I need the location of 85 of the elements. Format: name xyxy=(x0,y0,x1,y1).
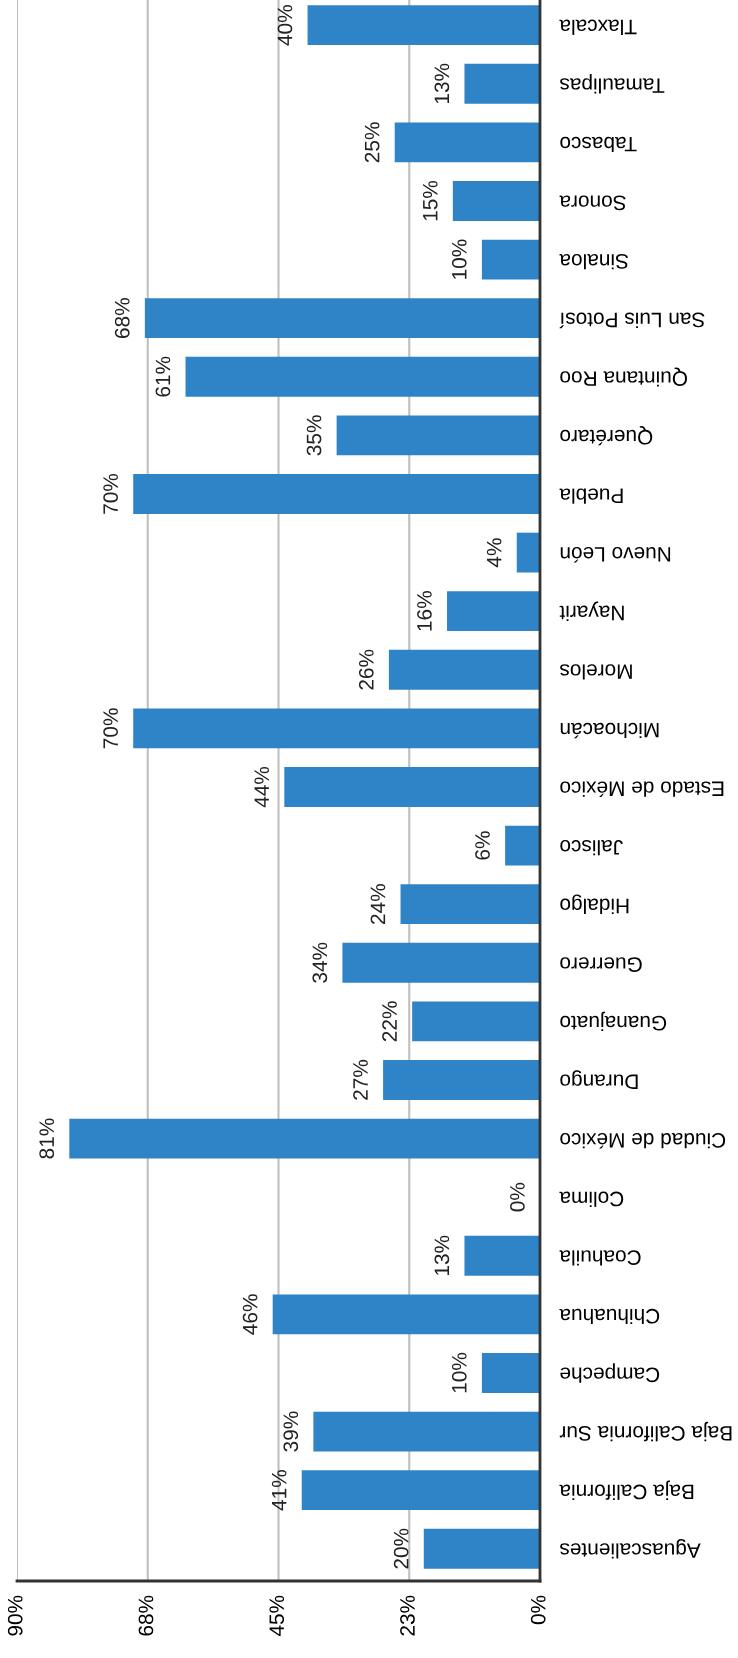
y-tick-label: Coahuila xyxy=(559,1250,641,1266)
data-label: 68% xyxy=(114,298,130,338)
y-tick-label: Aguascalientes xyxy=(560,1539,701,1559)
data-label: 27% xyxy=(353,1059,368,1100)
bar xyxy=(144,298,540,339)
data-label: 61% xyxy=(155,356,171,397)
bar xyxy=(481,239,540,280)
data-label: 13% xyxy=(434,63,450,104)
y-tick-label: Quintana Roo xyxy=(560,367,688,387)
y-tick-label: Jalisco xyxy=(560,839,623,856)
x-tick-label: 0% xyxy=(530,1595,546,1625)
y-tick-label: Chihuahua xyxy=(559,1308,660,1325)
x-tick-label: 90% xyxy=(7,1595,23,1636)
y-tick-label: Sonora xyxy=(559,195,626,211)
y-tick-label: Nayarit xyxy=(559,601,624,621)
data-label: 10% xyxy=(451,239,467,279)
bar xyxy=(481,1353,540,1393)
data-label: 70% xyxy=(103,473,118,514)
y-tick-label: Colima xyxy=(559,1191,624,1207)
y-tick-label: Durango xyxy=(560,1070,638,1089)
data-label: 40% xyxy=(277,5,293,46)
bar xyxy=(313,1411,540,1452)
y-tick-label: Estado de México xyxy=(560,781,724,797)
bar xyxy=(423,1528,540,1569)
data-label: 81% xyxy=(39,1118,55,1159)
bar xyxy=(133,708,540,749)
data-label: 20% xyxy=(393,1528,409,1569)
y-tick-label: Michoacán xyxy=(560,722,659,739)
bar xyxy=(301,1470,540,1511)
data-label: 0% xyxy=(510,1182,525,1212)
bar xyxy=(400,884,540,925)
data-label: 41% xyxy=(271,1470,287,1511)
bar xyxy=(342,942,540,983)
bar xyxy=(447,591,540,632)
y-tick-label: Ciudad de México xyxy=(560,1132,726,1149)
bar xyxy=(516,532,540,573)
bar xyxy=(394,122,540,163)
bar xyxy=(452,181,540,221)
data-label: 24% xyxy=(370,884,386,924)
bar xyxy=(336,415,540,456)
bar xyxy=(133,474,540,514)
bar xyxy=(383,1060,540,1100)
x-tick-label: 68% xyxy=(138,1595,154,1636)
bar xyxy=(69,1118,540,1159)
y-tick-label: Guerrero xyxy=(560,957,642,972)
y-tick-label: Guanajuato xyxy=(560,1011,667,1032)
y-tick-label: Baja California Sur xyxy=(559,1421,732,1442)
y-tick-label: Tabasco xyxy=(560,136,637,153)
y-tick-label: Morelos xyxy=(560,664,632,680)
y-tick-label: Tamaulipas xyxy=(560,74,665,94)
data-label: 44% xyxy=(254,766,269,808)
data-label: 39% xyxy=(283,1411,299,1452)
data-label: 70% xyxy=(103,708,118,749)
data-label: 22% xyxy=(382,1001,397,1042)
bar xyxy=(464,63,540,104)
bar xyxy=(412,1001,540,1042)
data-label: 34% xyxy=(312,942,328,983)
data-label: 46% xyxy=(242,1294,258,1335)
data-label: 10% xyxy=(451,1352,467,1393)
y-tick-label: Hidalgo xyxy=(560,894,629,914)
bar xyxy=(505,825,540,866)
bar xyxy=(307,5,540,46)
data-label: 16% xyxy=(417,591,432,631)
bar xyxy=(284,767,540,807)
y-tick-label: San Luis Potosí xyxy=(559,312,705,329)
data-label: 26% xyxy=(358,649,374,690)
y-tick-label: Baja California xyxy=(559,1480,694,1500)
y-tick-label: Querétaro xyxy=(560,426,653,446)
data-label: 6% xyxy=(475,831,490,860)
data-label: 15% xyxy=(422,180,438,221)
x-tick-label: 23% xyxy=(400,1595,415,1636)
data-label: 25% xyxy=(364,122,380,163)
bar xyxy=(185,356,540,397)
bar xyxy=(464,1235,540,1276)
bar xyxy=(272,1294,540,1335)
y-tick-label: Sinaloa xyxy=(559,254,628,270)
y-tick-label: Nuevo León xyxy=(560,547,671,563)
data-label: 35% xyxy=(306,415,322,456)
bar xyxy=(388,649,540,690)
y-tick-label: Puebla xyxy=(559,488,623,504)
y-tick-label: Campeche xyxy=(560,1363,660,1383)
data-label: 4% xyxy=(486,538,502,568)
data-label: 13% xyxy=(434,1235,450,1276)
y-tick-label: Tlaxcala xyxy=(559,19,637,35)
x-tick-label: 45% xyxy=(269,1595,285,1637)
